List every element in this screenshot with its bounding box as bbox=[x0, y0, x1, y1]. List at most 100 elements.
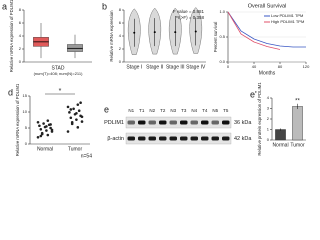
data-point bbox=[77, 109, 81, 113]
row-label: β-actin bbox=[107, 136, 124, 142]
blot-band bbox=[180, 136, 188, 141]
y-tick-label: 10 bbox=[23, 109, 28, 114]
x-tick-label: Tumor bbox=[290, 142, 305, 148]
median-dot bbox=[194, 30, 197, 33]
x-tick-label: 120 bbox=[303, 64, 310, 69]
data-point bbox=[69, 108, 73, 111]
data-point bbox=[49, 123, 52, 126]
survival-line bbox=[227, 11, 306, 48]
x-tick-label: Normal bbox=[272, 142, 288, 148]
blot-band bbox=[169, 120, 177, 125]
y-tick-label: 6 bbox=[119, 20, 122, 25]
y-axis-label: Relative mRNA expression of PDLIM1 bbox=[9, 0, 14, 72]
data-point bbox=[39, 127, 43, 131]
row-size: 42 kDa bbox=[234, 136, 252, 142]
y-tick-label: 1.0 bbox=[219, 9, 225, 14]
row-label: PDLIM1 bbox=[104, 120, 124, 126]
blot-band bbox=[211, 120, 219, 125]
x-tick-label: Stage I bbox=[126, 64, 142, 70]
blot-band bbox=[201, 120, 209, 125]
x-axis-label: Months bbox=[259, 70, 276, 76]
lane-label: N3 bbox=[170, 108, 176, 113]
panel-label: b bbox=[102, 1, 107, 11]
y-tick-label: 2 bbox=[19, 46, 22, 51]
blot-strip bbox=[125, 116, 232, 129]
panel-label: a bbox=[2, 1, 7, 11]
blot-band bbox=[138, 120, 146, 125]
y-tick-label: 8 bbox=[119, 7, 122, 12]
row-size: 36 kDa bbox=[234, 120, 252, 126]
y-tick-label: 0 bbox=[267, 137, 270, 142]
x-tick-label: 0 bbox=[227, 64, 230, 69]
blot-band bbox=[138, 136, 146, 141]
lane-label: T5 bbox=[223, 108, 229, 113]
lane-label: N2 bbox=[149, 108, 155, 113]
x-tick-label: Normal bbox=[37, 146, 53, 152]
data-point bbox=[75, 118, 78, 121]
data-point bbox=[46, 133, 50, 137]
annotation: ** bbox=[295, 98, 300, 104]
data-point bbox=[66, 105, 70, 109]
lane-label: N4 bbox=[191, 108, 197, 113]
y-tick-label: 4 bbox=[119, 33, 122, 38]
annotation: * bbox=[59, 88, 62, 95]
y-tick-label: 1 bbox=[267, 127, 270, 132]
y-tick-label: 8 bbox=[19, 7, 22, 12]
y-tick-label: 0.5 bbox=[219, 34, 225, 39]
data-point bbox=[49, 126, 52, 130]
blot-band bbox=[159, 136, 167, 141]
note: (num(T)=408; num(N)=211) bbox=[34, 71, 84, 76]
data-point bbox=[45, 125, 48, 128]
y-tick-label: 3 bbox=[267, 106, 270, 111]
y-tick-label: 15 bbox=[23, 93, 28, 98]
blot-strip bbox=[125, 132, 232, 145]
panel-label: e' bbox=[250, 89, 257, 99]
lane-label: T4 bbox=[202, 108, 208, 113]
data-point bbox=[40, 132, 44, 136]
annotation: Pr(>F) = 0.358 bbox=[175, 15, 205, 20]
median-dot bbox=[153, 31, 156, 34]
data-point bbox=[70, 120, 74, 124]
bar bbox=[275, 129, 286, 141]
y-axis-label: Relative protein expression of PDLIM1 bbox=[257, 82, 262, 156]
figure: 0 2 4 6 8 Relative mRNA expression of PDLIM1a… bbox=[2, 0, 310, 159]
y-tick-label: 0 bbox=[119, 59, 122, 64]
data-point bbox=[42, 122, 45, 125]
x-axis-label: STAD bbox=[52, 65, 65, 71]
blot-band bbox=[169, 136, 177, 141]
blot-band bbox=[180, 120, 188, 125]
survival-line bbox=[227, 11, 281, 50]
blot-band bbox=[190, 120, 198, 125]
y-tick-label: 4 bbox=[19, 33, 22, 38]
blot-band bbox=[201, 136, 209, 141]
lane-label: T1 bbox=[139, 108, 145, 113]
blot-band bbox=[127, 136, 135, 141]
data-point bbox=[68, 111, 71, 114]
data-point bbox=[80, 115, 84, 119]
panel-label: d bbox=[8, 87, 13, 97]
data-point bbox=[72, 107, 75, 111]
blot-band bbox=[211, 136, 219, 141]
blot-band bbox=[148, 136, 156, 141]
blot-band bbox=[127, 120, 135, 125]
data-point bbox=[46, 119, 50, 122]
data-point bbox=[45, 129, 48, 132]
annotation: F value = 0.881 bbox=[173, 9, 205, 14]
y-tick-label: 6 bbox=[19, 20, 22, 25]
y-tick-label: 5 bbox=[25, 125, 28, 130]
x-tick-label: 40 bbox=[252, 64, 257, 69]
chart-title: Overall Survival bbox=[248, 3, 287, 9]
y-tick-label: 4 bbox=[267, 95, 270, 100]
data-point bbox=[79, 101, 82, 105]
lane-label: T2 bbox=[160, 108, 166, 113]
x-tick-label: Stage II bbox=[146, 64, 163, 70]
y-axis-label: Percent survival bbox=[213, 22, 218, 53]
y-tick-label: 2 bbox=[267, 116, 270, 121]
x-tick-label: 80 bbox=[278, 64, 283, 69]
y-axis-label: Relative mRNA expression bbox=[109, 10, 114, 62]
blot-band bbox=[222, 120, 230, 125]
data-point bbox=[36, 120, 40, 124]
data-point bbox=[39, 134, 43, 138]
annotation: n=54 bbox=[81, 153, 92, 159]
data-point bbox=[75, 111, 78, 115]
